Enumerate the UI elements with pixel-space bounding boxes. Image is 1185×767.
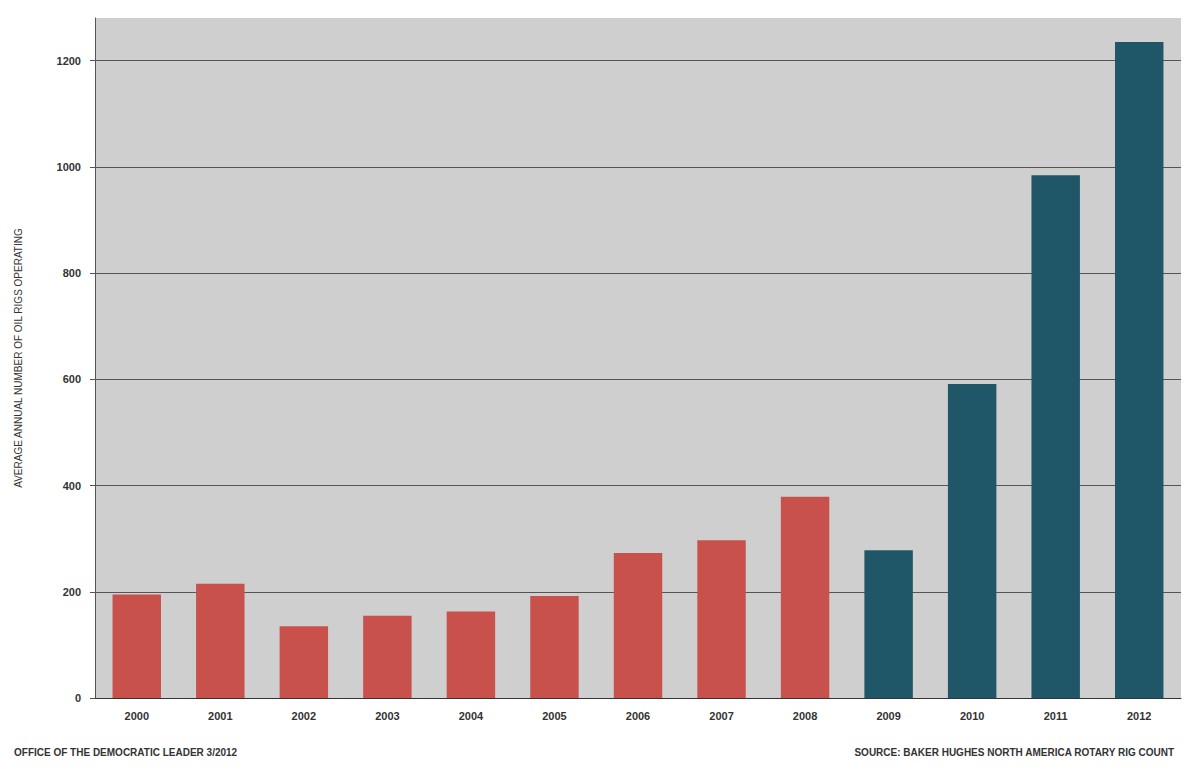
svg-text:2003: 2003 bbox=[375, 710, 399, 722]
svg-text:2009: 2009 bbox=[876, 710, 900, 722]
svg-text:2007: 2007 bbox=[709, 710, 733, 722]
svg-text:SOURCE: BAKER HUGHES NORTH AME: SOURCE: BAKER HUGHES NORTH AMERICA ROTAR… bbox=[854, 747, 1174, 758]
svg-text:2004: 2004 bbox=[459, 710, 484, 722]
svg-text:2001: 2001 bbox=[208, 710, 232, 722]
svg-text:200: 200 bbox=[63, 586, 81, 598]
svg-text:2005: 2005 bbox=[542, 710, 566, 722]
svg-text:800: 800 bbox=[63, 267, 81, 279]
svg-text:2012: 2012 bbox=[1127, 710, 1151, 722]
svg-text:2010: 2010 bbox=[960, 710, 984, 722]
svg-text:2011: 2011 bbox=[1044, 710, 1068, 722]
svg-text:1000: 1000 bbox=[57, 161, 81, 173]
svg-text:2002: 2002 bbox=[292, 710, 316, 722]
svg-text:600: 600 bbox=[63, 373, 81, 385]
svg-text:2008: 2008 bbox=[793, 710, 817, 722]
svg-text:2000: 2000 bbox=[125, 710, 149, 722]
svg-text:AVERAGE ANNUAL NUMBER OF OIL R: AVERAGE ANNUAL NUMBER OF OIL RIGS OPERAT… bbox=[13, 228, 24, 488]
svg-text:2006: 2006 bbox=[626, 710, 650, 722]
svg-text:OFFICE OF THE DEMOCRATIC LEADE: OFFICE OF THE DEMOCRATIC LEADER 3/2012 bbox=[14, 747, 238, 758]
svg-text:0: 0 bbox=[75, 692, 81, 704]
svg-text:400: 400 bbox=[63, 480, 81, 492]
svg-text:1200: 1200 bbox=[57, 55, 81, 67]
